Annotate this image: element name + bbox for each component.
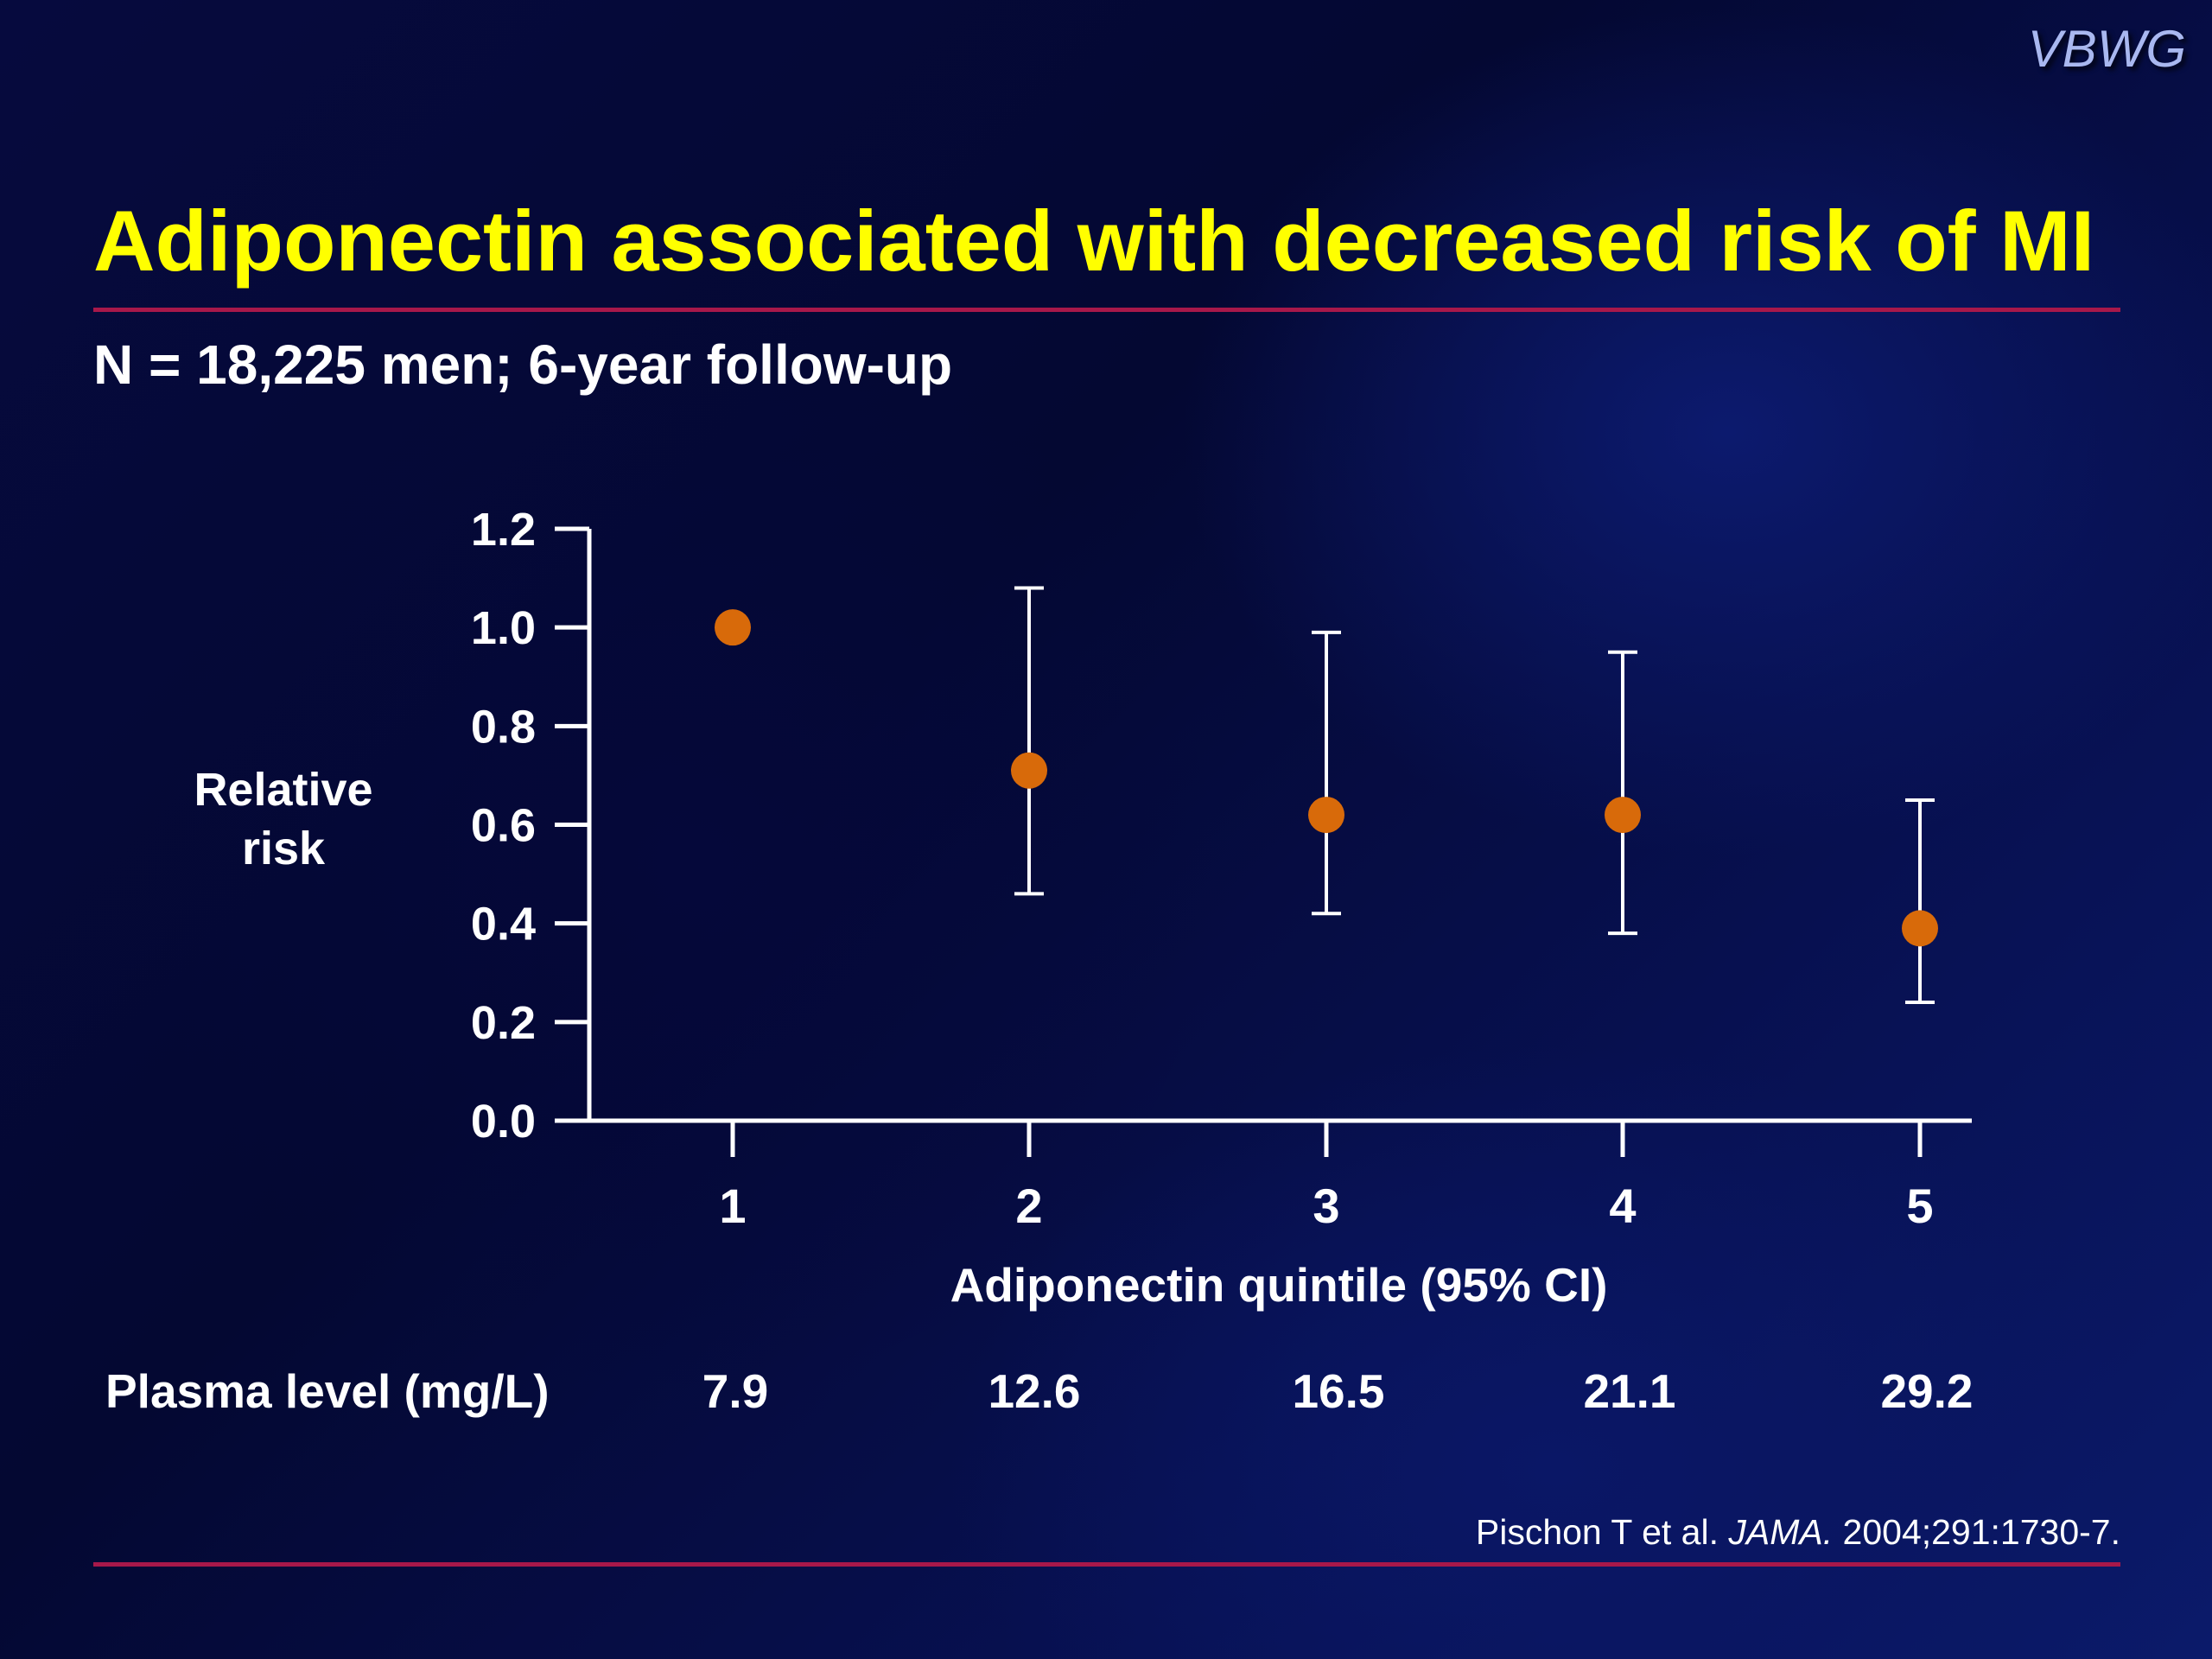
plasma-value-5: 29.2: [1880, 1364, 1974, 1418]
plasma-value-4: 21.1: [1583, 1364, 1676, 1418]
title-divider: [93, 308, 2120, 312]
y-tick-label: 1.2: [471, 504, 536, 556]
y-axis-label: Relative risk: [145, 760, 422, 878]
data-point: [715, 609, 751, 646]
citation-authors: Pischon T et al.: [1475, 1512, 1719, 1552]
x-tick-label: 1: [719, 1179, 746, 1233]
y-axis-label-line-2: risk: [241, 823, 326, 874]
citation-journal: JAMA.: [1728, 1512, 1834, 1552]
slide-subtitle: N = 18,225 men; 6-year follow-up: [93, 334, 953, 396]
y-tick-label: 0.6: [471, 800, 536, 852]
plasma-value-3: 16.5: [1292, 1364, 1385, 1418]
x-tick-label: 3: [1313, 1179, 1339, 1233]
citation: Pischon T et al. JAMA. 2004;291:1730-7.: [1476, 1512, 2120, 1553]
y-tick-label: 0.4: [471, 899, 536, 950]
data-point: [1902, 910, 1938, 947]
slide-title: Adiponectin associated with decreased ri…: [93, 193, 2095, 289]
footer-divider: [93, 1562, 2120, 1567]
data-point: [1308, 797, 1344, 834]
y-tick-label: 0.0: [471, 1096, 536, 1147]
y-tick-label: 1.0: [471, 602, 536, 654]
data-point: [1011, 752, 1047, 789]
x-tick-label: 5: [1906, 1179, 1933, 1233]
x-axis-label: Adiponectin quintile (95% CI): [950, 1258, 1608, 1312]
x-tick-label: 4: [1609, 1179, 1636, 1233]
y-tick-label: 0.2: [471, 997, 536, 1049]
data-point: [1605, 797, 1641, 834]
plasma-value-2: 12.6: [988, 1364, 1081, 1418]
y-tick-label: 0.8: [471, 701, 536, 753]
plasma-level-label: Plasma level (mg/L): [105, 1364, 550, 1418]
vbwg-logo: VBWG: [2027, 20, 2186, 78]
citation-details: 2004;291:1730-7.: [1842, 1512, 2120, 1552]
y-axis-label-line-1: Relative: [194, 764, 373, 816]
x-tick-label: 2: [1015, 1179, 1042, 1233]
plasma-value-1: 7.9: [702, 1364, 769, 1418]
